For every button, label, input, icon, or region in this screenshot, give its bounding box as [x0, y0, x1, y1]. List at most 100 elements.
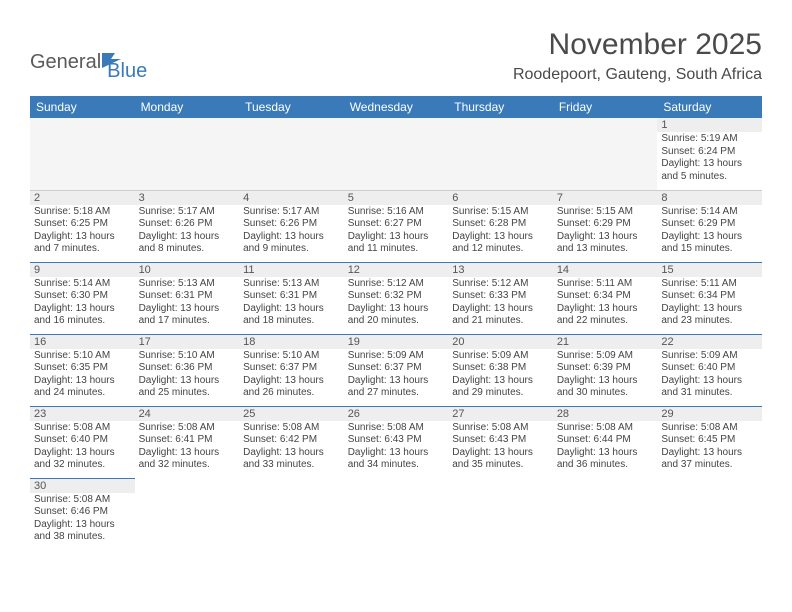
- day-number: 6: [448, 191, 553, 205]
- sunset-text: Sunset: 6:37 PM: [348, 362, 445, 375]
- sunset-text: Sunset: 6:41 PM: [139, 434, 236, 447]
- sunrise-text: Sunrise: 5:18 AM: [34, 206, 131, 219]
- sunset-text: Sunset: 6:44 PM: [557, 434, 654, 447]
- sunrise-text: Sunrise: 5:15 AM: [452, 206, 549, 219]
- daylight-text: and 18 minutes.: [243, 315, 340, 328]
- calendar-day-cell: 24Sunrise: 5:08 AMSunset: 6:41 PMDayligh…: [135, 406, 240, 478]
- weekday-header: Wednesday: [344, 96, 449, 118]
- daylight-text: and 8 minutes.: [139, 243, 236, 256]
- calendar-day-cell: 1Sunrise: 5:19 AMSunset: 6:24 PMDaylight…: [657, 118, 762, 190]
- logo-text-general: General: [30, 51, 101, 74]
- daylight-text: and 12 minutes.: [452, 243, 549, 256]
- daylight-text: and 23 minutes.: [661, 315, 758, 328]
- sunrise-text: Sunrise: 5:10 AM: [34, 350, 131, 363]
- day-number: 17: [135, 335, 240, 349]
- sunset-text: Sunset: 6:26 PM: [243, 218, 340, 231]
- sunrise-text: Sunrise: 5:19 AM: [661, 133, 758, 146]
- calendar-day-cell: 6Sunrise: 5:15 AMSunset: 6:28 PMDaylight…: [448, 190, 553, 262]
- sunrise-text: Sunrise: 5:08 AM: [243, 422, 340, 435]
- location-subtitle: Roodepoort, Gauteng, South Africa: [513, 66, 762, 84]
- calendar-day-cell: [239, 118, 344, 190]
- day-number: 24: [135, 407, 240, 421]
- logo-text-blue: Blue: [107, 60, 147, 83]
- day-number: 25: [239, 407, 344, 421]
- sunrise-text: Sunrise: 5:08 AM: [557, 422, 654, 435]
- daylight-text: Daylight: 13 hours: [34, 303, 131, 316]
- calendar-week-row: 23Sunrise: 5:08 AMSunset: 6:40 PMDayligh…: [30, 406, 762, 478]
- daylight-text: and 38 minutes.: [34, 531, 131, 544]
- sunset-text: Sunset: 6:29 PM: [661, 218, 758, 231]
- calendar-day-cell: 19Sunrise: 5:09 AMSunset: 6:37 PMDayligh…: [344, 334, 449, 406]
- sunset-text: Sunset: 6:24 PM: [661, 146, 758, 159]
- weekday-header: Friday: [553, 96, 658, 118]
- sunrise-text: Sunrise: 5:08 AM: [452, 422, 549, 435]
- calendar-day-cell: 20Sunrise: 5:09 AMSunset: 6:38 PMDayligh…: [448, 334, 553, 406]
- daylight-text: and 9 minutes.: [243, 243, 340, 256]
- daylight-text: Daylight: 13 hours: [348, 231, 445, 244]
- day-number: 1: [657, 118, 762, 132]
- daylight-text: and 26 minutes.: [243, 387, 340, 400]
- daylight-text: and 27 minutes.: [348, 387, 445, 400]
- daylight-text: and 30 minutes.: [557, 387, 654, 400]
- daylight-text: Daylight: 13 hours: [661, 158, 758, 171]
- daylight-text: and 11 minutes.: [348, 243, 445, 256]
- sunset-text: Sunset: 6:45 PM: [661, 434, 758, 447]
- daylight-text: Daylight: 13 hours: [139, 447, 236, 460]
- daylight-text: and 16 minutes.: [34, 315, 131, 328]
- calendar-day-cell: 11Sunrise: 5:13 AMSunset: 6:31 PMDayligh…: [239, 262, 344, 334]
- sunrise-text: Sunrise: 5:14 AM: [661, 206, 758, 219]
- sunset-text: Sunset: 6:34 PM: [661, 290, 758, 303]
- daylight-text: and 34 minutes.: [348, 459, 445, 472]
- daylight-text: Daylight: 13 hours: [348, 375, 445, 388]
- day-number: 7: [553, 191, 658, 205]
- calendar-day-cell: [553, 478, 658, 550]
- calendar-day-cell: 14Sunrise: 5:11 AMSunset: 6:34 PMDayligh…: [553, 262, 658, 334]
- day-number: 4: [239, 191, 344, 205]
- day-number: 13: [448, 263, 553, 277]
- logo: General Blue: [30, 42, 147, 83]
- sunrise-text: Sunrise: 5:08 AM: [34, 494, 131, 507]
- calendar-day-cell: [135, 118, 240, 190]
- calendar-day-cell: 22Sunrise: 5:09 AMSunset: 6:40 PMDayligh…: [657, 334, 762, 406]
- daylight-text: Daylight: 13 hours: [348, 447, 445, 460]
- sunset-text: Sunset: 6:26 PM: [139, 218, 236, 231]
- daylight-text: Daylight: 13 hours: [243, 303, 340, 316]
- daylight-text: and 29 minutes.: [452, 387, 549, 400]
- calendar-day-cell: 12Sunrise: 5:12 AMSunset: 6:32 PMDayligh…: [344, 262, 449, 334]
- daylight-text: and 22 minutes.: [557, 315, 654, 328]
- daylight-text: and 17 minutes.: [139, 315, 236, 328]
- day-number: 30: [30, 479, 135, 493]
- daylight-text: Daylight: 13 hours: [452, 303, 549, 316]
- day-number: 12: [344, 263, 449, 277]
- daylight-text: Daylight: 13 hours: [139, 231, 236, 244]
- weekday-header: Saturday: [657, 96, 762, 118]
- sunset-text: Sunset: 6:27 PM: [348, 218, 445, 231]
- calendar-day-cell: [135, 478, 240, 550]
- sunset-text: Sunset: 6:43 PM: [348, 434, 445, 447]
- sunset-text: Sunset: 6:37 PM: [243, 362, 340, 375]
- sunset-text: Sunset: 6:31 PM: [243, 290, 340, 303]
- calendar-day-cell: 23Sunrise: 5:08 AMSunset: 6:40 PMDayligh…: [30, 406, 135, 478]
- daylight-text: Daylight: 13 hours: [557, 303, 654, 316]
- sunset-text: Sunset: 6:36 PM: [139, 362, 236, 375]
- day-number: 28: [553, 407, 658, 421]
- daylight-text: and 33 minutes.: [243, 459, 340, 472]
- daylight-text: and 21 minutes.: [452, 315, 549, 328]
- sunset-text: Sunset: 6:32 PM: [348, 290, 445, 303]
- daylight-text: and 32 minutes.: [34, 459, 131, 472]
- sunset-text: Sunset: 6:34 PM: [557, 290, 654, 303]
- calendar-day-cell: [30, 118, 135, 190]
- calendar-day-cell: 18Sunrise: 5:10 AMSunset: 6:37 PMDayligh…: [239, 334, 344, 406]
- sunset-text: Sunset: 6:31 PM: [139, 290, 236, 303]
- sunrise-text: Sunrise: 5:16 AM: [348, 206, 445, 219]
- calendar-day-cell: 26Sunrise: 5:08 AMSunset: 6:43 PMDayligh…: [344, 406, 449, 478]
- sunrise-text: Sunrise: 5:09 AM: [557, 350, 654, 363]
- calendar-day-cell: 30Sunrise: 5:08 AMSunset: 6:46 PMDayligh…: [30, 478, 135, 550]
- calendar-day-cell: 21Sunrise: 5:09 AMSunset: 6:39 PMDayligh…: [553, 334, 658, 406]
- calendar-day-cell: 25Sunrise: 5:08 AMSunset: 6:42 PMDayligh…: [239, 406, 344, 478]
- daylight-text: Daylight: 13 hours: [34, 375, 131, 388]
- sunset-text: Sunset: 6:46 PM: [34, 506, 131, 519]
- calendar-day-cell: 2Sunrise: 5:18 AMSunset: 6:25 PMDaylight…: [30, 190, 135, 262]
- sunrise-text: Sunrise: 5:12 AM: [348, 278, 445, 291]
- daylight-text: Daylight: 13 hours: [243, 375, 340, 388]
